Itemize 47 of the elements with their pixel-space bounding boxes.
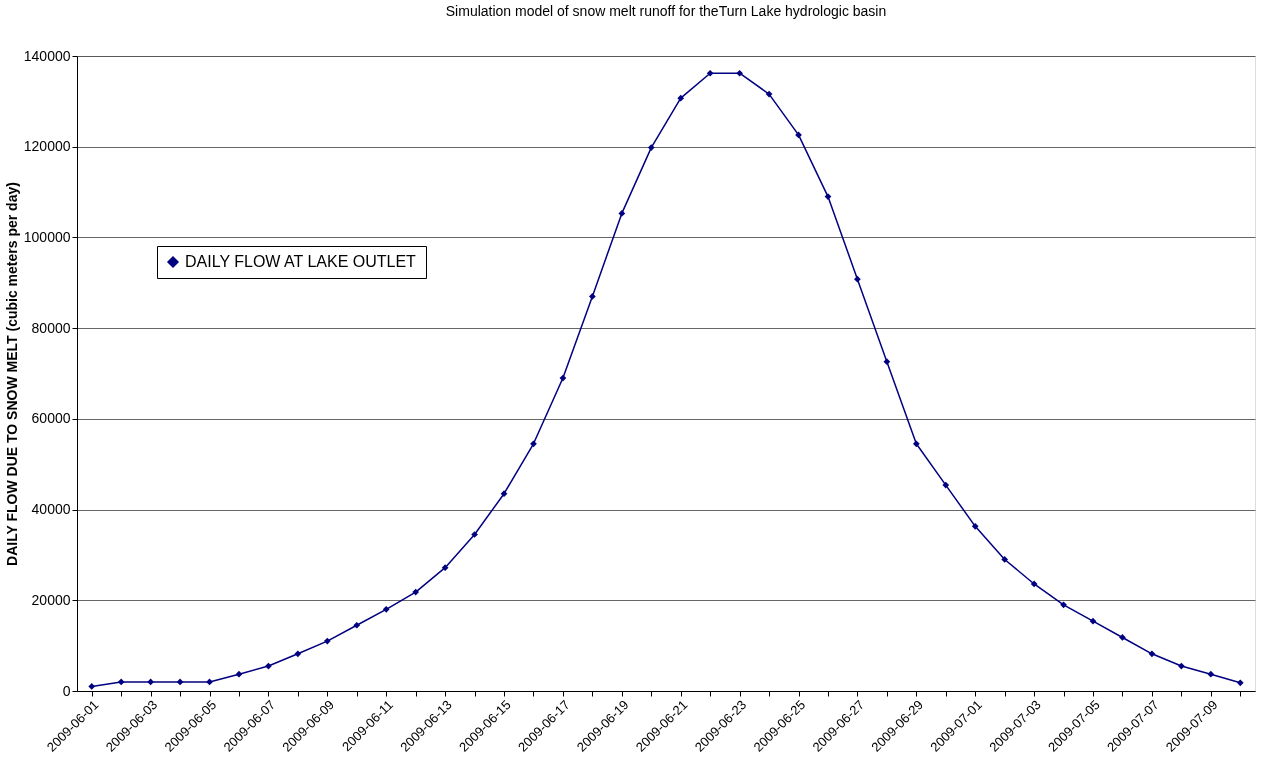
y-tick-label: 60000 — [31, 410, 71, 427]
y-axis-title: DAILY FLOW DUE TO SNOW MELT (cubic meters per day) — [3, 182, 20, 566]
point — [1119, 634, 1126, 641]
point — [912, 440, 920, 448]
point — [412, 588, 420, 596]
y-tick-label: 100000 — [23, 228, 71, 245]
y-tick-label: 20000 — [31, 591, 71, 608]
point — [1148, 650, 1156, 658]
legend-label: DAILY FLOW AT LAKE OUTLET — [185, 253, 417, 270]
point — [883, 358, 891, 366]
point — [471, 531, 478, 538]
y-tick-label: 40000 — [31, 501, 71, 518]
point — [942, 481, 950, 489]
point — [706, 69, 714, 77]
y-tick-label: 140000 — [23, 47, 71, 64]
point — [647, 144, 655, 151]
point — [147, 678, 154, 686]
point — [854, 275, 861, 283]
point — [117, 678, 125, 686]
point — [176, 678, 184, 686]
point — [500, 490, 508, 498]
point — [88, 683, 96, 690]
point — [294, 650, 302, 658]
point — [589, 293, 596, 300]
y-tick-label: 120000 — [23, 138, 71, 155]
point — [530, 440, 537, 448]
point — [323, 637, 331, 645]
y-tick-label: 80000 — [31, 319, 71, 336]
point — [353, 621, 361, 629]
point — [559, 374, 567, 382]
point — [441, 564, 449, 571]
point — [618, 210, 626, 217]
point — [382, 606, 390, 613]
chart-title: Simulation model of snow melt runoff for theTurn Lake hydrologic basin — [445, 3, 887, 19]
point — [1060, 601, 1067, 609]
point — [1030, 580, 1038, 588]
point — [971, 523, 979, 530]
point — [765, 90, 773, 98]
point — [1089, 617, 1097, 625]
point — [235, 670, 243, 678]
point — [1178, 662, 1185, 670]
point — [677, 94, 685, 102]
point — [736, 69, 743, 77]
point — [1001, 556, 1009, 563]
point — [1207, 670, 1215, 678]
y-tick-label: 0 — [62, 682, 71, 699]
point — [1236, 679, 1244, 687]
